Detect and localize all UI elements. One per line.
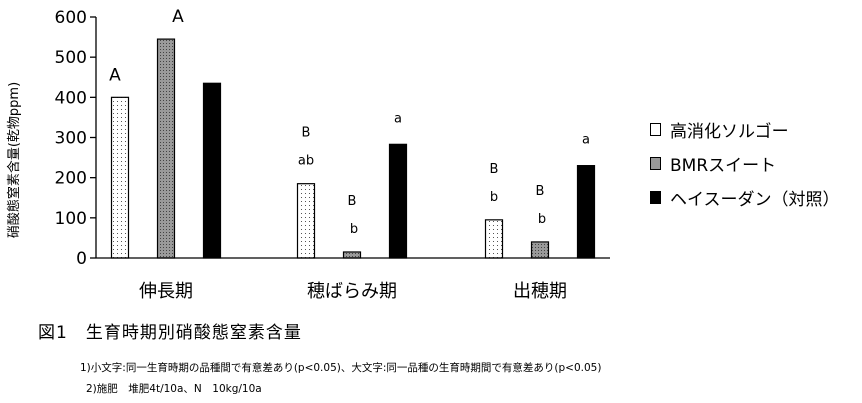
significance-lower-letter: b bbox=[350, 222, 358, 237]
legend-label: BMRスイート bbox=[670, 155, 777, 176]
bar bbox=[388, 143, 408, 259]
legend-label: 高消化ソルゴー bbox=[670, 121, 789, 142]
significance-upper-letter: A bbox=[172, 7, 184, 27]
bars bbox=[110, 38, 596, 259]
x-category-label: 穂ばらみ期 bbox=[307, 281, 397, 302]
legend-swatch-dots bbox=[650, 122, 661, 136]
y-tick-label: 500 bbox=[55, 48, 87, 68]
legend-swatch-grey bbox=[650, 156, 661, 170]
y-axis: 0 100 200 300 400 500 600 bbox=[55, 8, 97, 269]
x-category-label: 出穂期 bbox=[513, 281, 567, 302]
legend-swatch-black bbox=[650, 190, 661, 204]
y-tick-label: 0 bbox=[76, 249, 87, 269]
bar bbox=[484, 219, 504, 259]
y-tick-label: 100 bbox=[55, 209, 87, 229]
y-tick-label: 200 bbox=[55, 169, 87, 189]
legend-item-bmr-sweet: BMRスイート bbox=[650, 146, 840, 180]
legend: 高消化ソルゴー BMRスイート ヘイスーダン（対照） bbox=[650, 112, 840, 214]
legend-item-hay-sudan: ヘイスーダン（対照） bbox=[650, 180, 840, 214]
significance-lower-letter: a bbox=[394, 111, 402, 126]
bar bbox=[110, 96, 130, 259]
y-tick-label: 300 bbox=[55, 129, 87, 149]
bar bbox=[156, 38, 176, 259]
significance-lower-letter: ab bbox=[298, 154, 314, 169]
x-category-label: 伸長期 bbox=[139, 281, 193, 302]
figure-caption: 図1 生育時期別硝酸態窒素含量 bbox=[38, 323, 302, 343]
significance-lower-letter: b bbox=[538, 212, 546, 227]
y-axis-label: 硝酸態窒素含量(乾物ppm) bbox=[6, 82, 22, 238]
legend-item-high-digest-sorghum: 高消化ソルゴー bbox=[650, 112, 840, 146]
significance-upper-letter: B bbox=[490, 162, 499, 177]
bar bbox=[576, 165, 596, 259]
significance-upper-letter: B bbox=[348, 194, 357, 209]
y-tick-label: 400 bbox=[55, 88, 87, 108]
bar bbox=[202, 82, 222, 259]
bar bbox=[296, 183, 316, 259]
bar bbox=[342, 251, 362, 259]
significance-upper-letter: B bbox=[302, 126, 311, 141]
footnote-2: 2)施肥 堆肥4t/10a、N 10kg/10a bbox=[86, 383, 262, 395]
significance-lower-letter: a bbox=[582, 133, 590, 148]
footnote-1: 1)小文字:同一生育時期の品種間で有意差あり(p<0.05)、大文字:同一品種の… bbox=[80, 362, 602, 374]
significance-upper-letter: A bbox=[109, 65, 121, 85]
x-axis: 伸長期 穂ばらみ期 出穂期 bbox=[96, 257, 610, 302]
bar bbox=[530, 241, 550, 259]
legend-label: ヘイスーダン（対照） bbox=[670, 189, 840, 210]
y-tick-label: 600 bbox=[55, 8, 87, 28]
significance-lower-letter: b bbox=[490, 190, 498, 205]
significance-upper-letter: B bbox=[536, 184, 545, 199]
